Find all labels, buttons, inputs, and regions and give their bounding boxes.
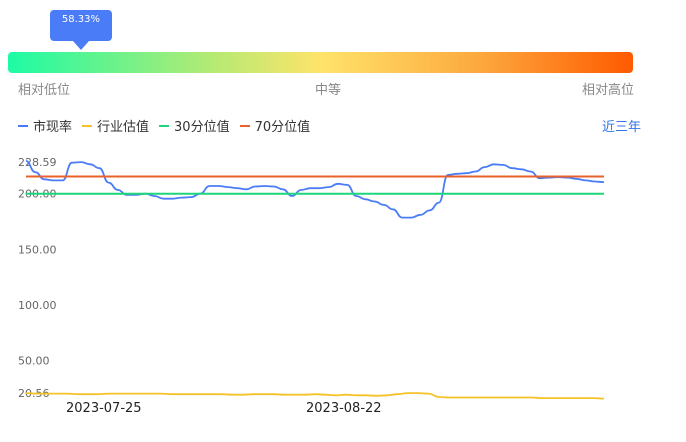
legend-item-pcf[interactable]: 市现率 — [18, 116, 72, 135]
legend-label-industry: 行业估值 — [97, 120, 150, 135]
series-line-pcf — [25, 160, 605, 219]
tooltip-value: 58.33% — [61, 14, 100, 25]
x-tick-label: 2023-08-22 — [306, 401, 382, 416]
percentile-gradient-bar — [8, 52, 633, 73]
y-tick-label: 228.59 — [18, 156, 57, 169]
y-tick-label: 150.00 — [18, 243, 57, 256]
tooltip-arrow-icon — [72, 41, 89, 50]
legend-label-p70: 70分位值 — [254, 120, 311, 135]
series-line-industry — [25, 392, 605, 400]
scale-label-mid: 中等 — [315, 83, 342, 98]
legend-swatch-p70 — [239, 124, 250, 127]
legend-label-p30: 30分位值 — [174, 120, 230, 135]
range-selector-3y[interactable]: 近三年 — [601, 120, 641, 135]
x-tick-label: 2023-07-25 — [66, 401, 142, 416]
chart-legend: 市现率 行业估值 30分位值 70分位值 — [18, 116, 310, 135]
legend-swatch-p30 — [159, 124, 170, 127]
legend-item-p30[interactable]: 30分位值 — [159, 116, 230, 135]
scale-label-low: 相对低位 — [18, 83, 71, 98]
legend-item-p70[interactable]: 70分位值 — [239, 116, 311, 135]
legend-swatch-industry — [82, 124, 93, 127]
y-tick-label: 100.00 — [18, 299, 57, 312]
percentile-tooltip: 58.33% — [49, 10, 112, 41]
y-tick-label: 50.00 — [18, 354, 50, 367]
scale-label-high: 相对高位 — [582, 83, 635, 98]
legend-swatch-pcf — [18, 124, 28, 127]
legend-item-industry[interactable]: 行业估值 — [82, 116, 149, 135]
legend-label-pcf: 市现率 — [33, 120, 73, 135]
